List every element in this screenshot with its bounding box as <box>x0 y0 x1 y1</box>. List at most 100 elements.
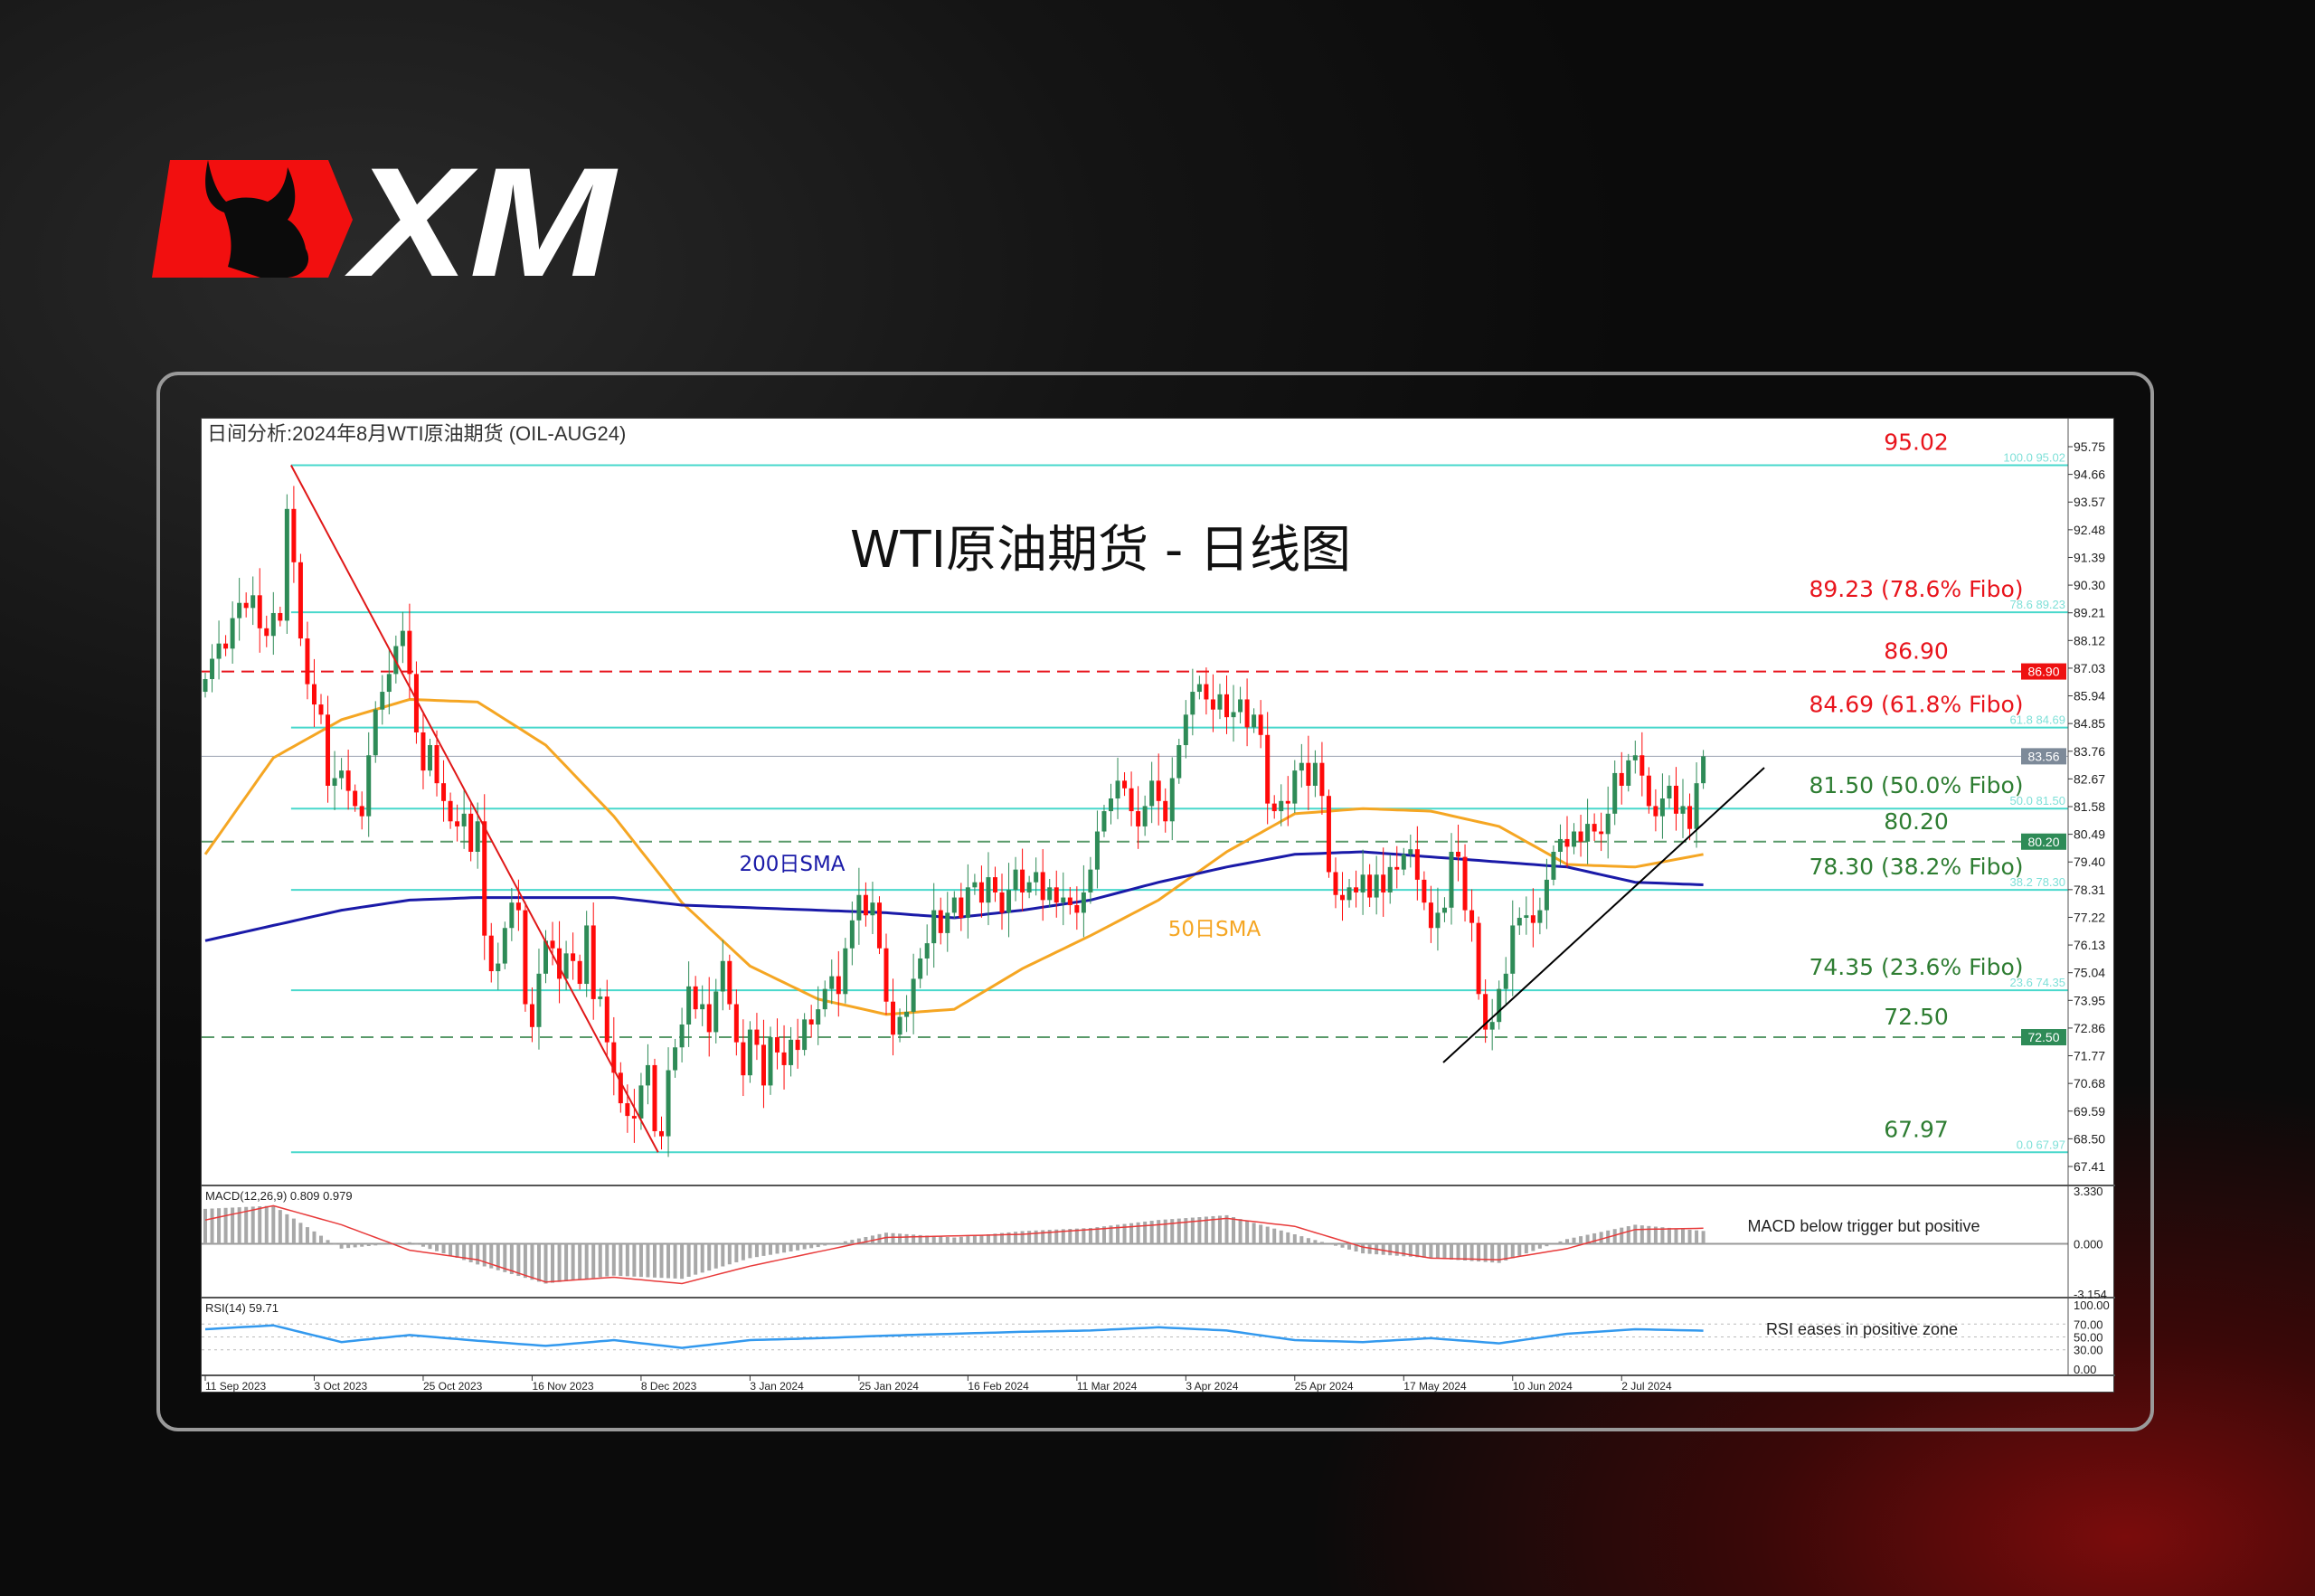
macd-histogram-bar <box>1354 1243 1358 1251</box>
candle-up <box>1701 756 1706 784</box>
candle-up <box>1088 869 1093 892</box>
macd-histogram-bar <box>652 1243 657 1278</box>
candle-down <box>591 925 596 999</box>
candle-up <box>339 770 345 779</box>
macd-histogram-bar <box>1211 1215 1215 1244</box>
x-tick-label: 25 Apr 2024 <box>1295 1380 1354 1393</box>
macd-histogram-bar <box>1143 1221 1148 1244</box>
candle-up <box>1094 831 1100 870</box>
candle-up <box>1401 854 1406 870</box>
candle-up <box>584 925 590 985</box>
candle-down <box>1476 922 1481 995</box>
y-tick-label: 82.67 <box>2074 771 2105 786</box>
candle-down <box>1354 887 1359 892</box>
macd-histogram-bar <box>455 1243 459 1259</box>
candle-up <box>284 508 289 621</box>
candle-up <box>203 679 208 693</box>
macd-histogram-bar <box>1333 1243 1337 1246</box>
chart-header: 日间分析:2024年8月WTI原油期货 (OIL-AUG24) <box>207 422 626 445</box>
macd-histogram-bar <box>939 1236 943 1244</box>
macd-histogram-bar <box>823 1243 827 1246</box>
candle-up <box>965 887 970 919</box>
macd-histogram-bar <box>407 1242 411 1244</box>
candle-up <box>1694 783 1699 829</box>
candle-up <box>1047 887 1053 901</box>
macd-histogram-bar <box>754 1243 759 1258</box>
macd-histogram-bar <box>305 1227 309 1244</box>
macd-histogram-bar <box>1537 1243 1542 1249</box>
macd-histogram-bar <box>605 1243 609 1277</box>
candle-down <box>1319 762 1325 797</box>
macd-histogram-bar <box>1149 1221 1154 1244</box>
candle-up <box>829 976 835 989</box>
candle-down <box>318 704 324 715</box>
y-tick-label: 85.94 <box>2074 689 2105 704</box>
macd-histogram-bar <box>768 1243 772 1255</box>
macd-histogram-bar <box>346 1243 351 1249</box>
macd-histogram-bar <box>420 1243 425 1247</box>
candle-up <box>1557 838 1563 852</box>
macd-histogram-bar <box>1027 1231 1032 1244</box>
macd-histogram-bar <box>503 1243 507 1272</box>
candle-down <box>523 910 528 1005</box>
candle-down <box>441 783 447 801</box>
macd-histogram-bar <box>1136 1222 1140 1244</box>
candle-down <box>1156 780 1161 801</box>
candle-up <box>461 813 467 826</box>
macd-histogram-bar <box>441 1243 446 1254</box>
candle-down <box>1340 894 1346 901</box>
macd-histogram-bar <box>1306 1238 1310 1244</box>
candle-down <box>1578 831 1583 842</box>
macd-histogram-bar <box>721 1243 725 1267</box>
candle-up <box>1489 1022 1495 1030</box>
candle-down <box>1122 780 1128 789</box>
candle-down <box>1129 788 1134 812</box>
candle-up <box>945 912 950 933</box>
candle-down <box>305 638 310 685</box>
macd-histogram-bar <box>1429 1243 1433 1259</box>
candle-down <box>468 813 474 852</box>
macd-histogram-bar <box>1531 1243 1535 1251</box>
candle-up <box>230 618 235 649</box>
candle-down <box>1394 866 1400 870</box>
macd-histogram-bar <box>366 1243 371 1247</box>
candle-up <box>237 602 242 619</box>
candle-up <box>1183 714 1188 746</box>
macd-histogram-bar <box>1232 1217 1236 1244</box>
level-label: 86.90 <box>1884 638 1949 665</box>
candle-down <box>727 960 732 1005</box>
candle-down <box>659 1130 665 1137</box>
fibo-small-label: 61.8 84.69 <box>2010 713 2065 727</box>
macd-histogram-bar <box>1184 1218 1188 1244</box>
candle-down <box>1074 904 1080 913</box>
macd-histogram-bar <box>611 1243 616 1276</box>
candle-down <box>1422 879 1427 903</box>
macd-histogram-bar <box>1299 1236 1304 1244</box>
macd-histogram-bar <box>912 1234 916 1244</box>
macd-histogram-bar <box>646 1243 650 1278</box>
x-tick-label: 11 Sep 2023 <box>205 1380 266 1393</box>
y-tick-label: 87.03 <box>2074 661 2105 675</box>
macd-histogram-bar <box>638 1243 643 1278</box>
candle-down <box>1653 806 1658 817</box>
fibo-level-label: 89.23 (78.6% Fibo) <box>1809 576 2023 602</box>
candle-down <box>359 806 364 817</box>
macd-histogram-bar <box>1095 1227 1100 1244</box>
macd-histogram-bar <box>761 1243 766 1256</box>
macd-histogram-bar <box>1633 1224 1638 1244</box>
candle-up <box>216 643 222 659</box>
macd-histogram-bar <box>1504 1243 1508 1261</box>
candle-up <box>1190 692 1195 715</box>
candle-up <box>1659 798 1665 817</box>
macd-histogram-bar <box>401 1242 405 1244</box>
macd-histogram-bar <box>959 1236 963 1244</box>
fibo-level-label: 84.69 (61.8% Fibo) <box>1809 692 2023 718</box>
candle-down <box>1040 872 1045 901</box>
candle-up <box>1142 806 1148 826</box>
candle-up <box>210 658 215 680</box>
candle-up <box>366 755 372 817</box>
candle-down <box>1067 897 1072 905</box>
macd-histogram-bar <box>551 1243 555 1283</box>
macd-histogram-bar <box>1116 1224 1120 1244</box>
